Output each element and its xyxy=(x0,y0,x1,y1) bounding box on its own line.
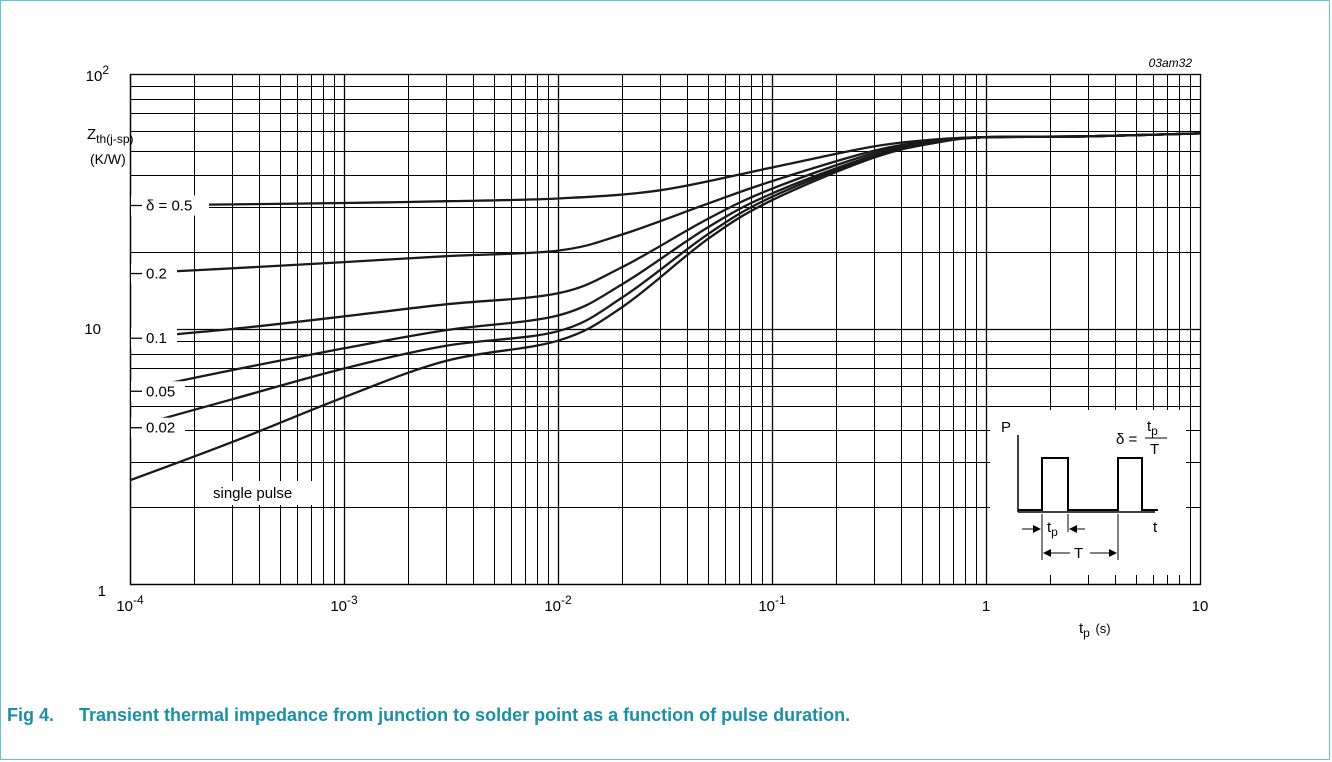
y-tick-label-2: 10 xyxy=(84,321,101,338)
x-tick-label-1: 10-4 xyxy=(116,593,144,615)
x-tick-label-4: 10-1 xyxy=(758,593,786,615)
inset-tp-label: tp xyxy=(1047,519,1058,539)
caption-text: Transient thermal impedance from junctio… xyxy=(79,705,851,725)
x-axis-label: tp (s) xyxy=(1079,620,1111,640)
x-tick-label-6: 10 xyxy=(1192,598,1209,615)
inset-delta-symbol: δ = xyxy=(1116,431,1138,448)
series-label-bg xyxy=(131,381,185,402)
series-label-1: δ = 0.5 xyxy=(146,198,192,215)
inset-T-arrowhead-l xyxy=(1043,549,1051,557)
single-pulse-label-bg xyxy=(206,481,316,505)
y-tick-labels: 1 10 102 xyxy=(84,63,109,600)
inset-pulse-train xyxy=(1018,457,1158,511)
series-label-bg xyxy=(131,328,177,349)
series-label-bg xyxy=(131,195,209,216)
caption-number: Fig 4. xyxy=(7,705,55,725)
series-label-bg xyxy=(131,417,185,438)
series-line-1 xyxy=(129,132,1201,207)
duty-cycle-inset: Pt tp Tδ = tp T xyxy=(990,410,1186,575)
series-label-5: 0.02 xyxy=(146,420,175,437)
plot-frame xyxy=(129,73,1202,586)
series-label-4: 0.05 xyxy=(146,383,175,400)
series-labels: δ = 0.5 0.2 0.1 0.05 0.02 single pulse xyxy=(130,195,316,505)
figure-code: 03am32 xyxy=(1149,56,1193,70)
y-axis-unit: (K/W) xyxy=(90,151,126,167)
series-label-2: 0.2 xyxy=(146,266,167,283)
inset-t-label: t xyxy=(1153,519,1158,536)
inset-delta-denominator: T xyxy=(1150,441,1159,458)
series-line-3 xyxy=(129,132,1201,340)
series-line-5 xyxy=(129,132,1201,429)
x-tick-label-5: 1 xyxy=(982,598,990,615)
series-label-3: 0.1 xyxy=(146,330,167,347)
series-line-4 xyxy=(129,132,1201,393)
series-label-bg xyxy=(131,263,177,284)
inset-p-label: P xyxy=(1001,419,1011,436)
y-tick-label-1: 1 xyxy=(98,583,106,600)
inset-tp-arrowhead-l xyxy=(1033,525,1041,533)
y-axis-label: Zth(j-sp) xyxy=(87,126,134,146)
series-label-6: single pulse xyxy=(213,485,292,502)
x-tick-label-3: 10-2 xyxy=(544,593,572,615)
figure-caption: Fig 4. Transient thermal impedance from j… xyxy=(7,705,850,726)
inset-delta-numerator: tp xyxy=(1147,418,1158,438)
series-line-6 xyxy=(129,132,1201,482)
series-curves xyxy=(129,132,1201,482)
y-tick-label-3: 102 xyxy=(86,63,110,85)
inset-T-label: T xyxy=(1074,545,1083,562)
inset-T-arrowhead-r xyxy=(1109,549,1117,557)
x-tick-label-2: 10-3 xyxy=(330,593,358,615)
x-tick-labels: 10-4 10-3 10-2 10-1 1 10 xyxy=(116,593,1208,615)
inset-tp-arrowhead-r xyxy=(1069,525,1077,533)
